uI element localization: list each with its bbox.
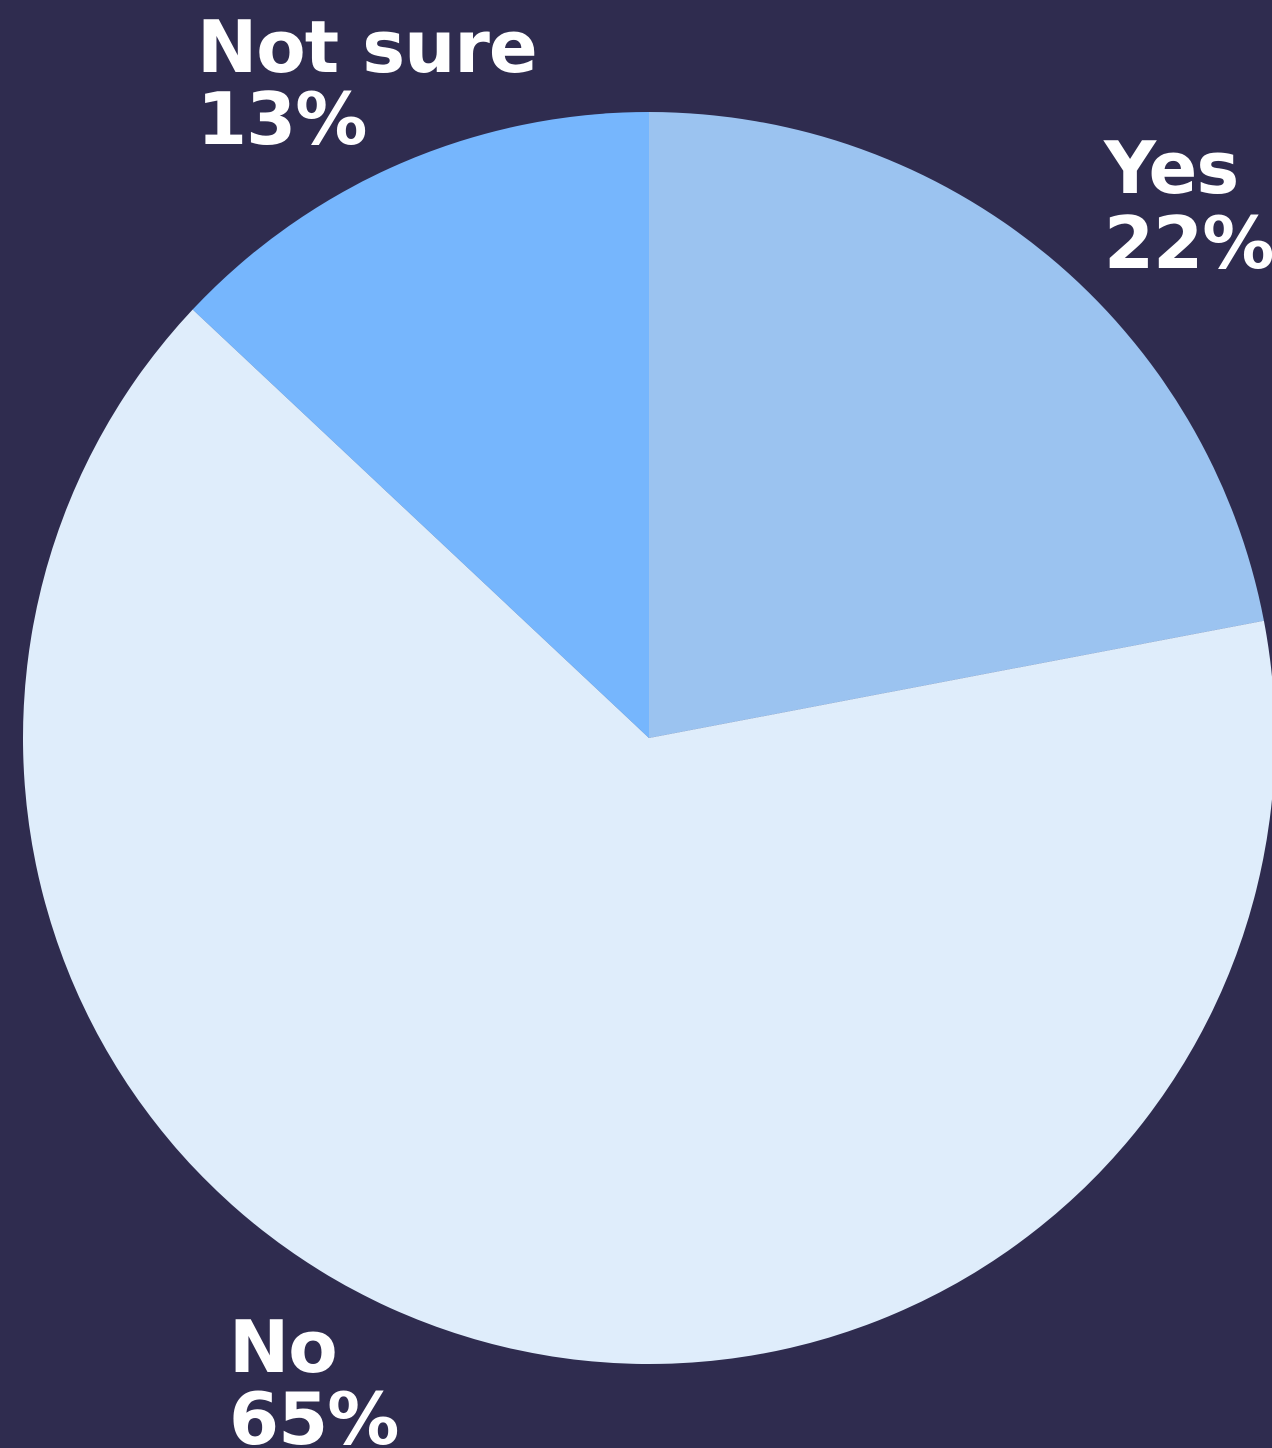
slice-not-sure (192, 112, 649, 738)
pie-slices (23, 112, 1272, 1365)
label-yes-name: Yes (1103, 126, 1238, 210)
label-no-name: No (229, 1305, 337, 1389)
label-not-sure-value: 13% (197, 77, 366, 161)
slice-yes (649, 112, 1264, 738)
label-no-value: 65% (229, 1377, 398, 1448)
label-not-sure-name: Not sure (197, 5, 537, 89)
label-yes-value: 22% (1104, 201, 1272, 285)
slice-no (23, 309, 1272, 1365)
pie-labels: Yes 22% No 65% Not sure 13% (197, 5, 1272, 1448)
